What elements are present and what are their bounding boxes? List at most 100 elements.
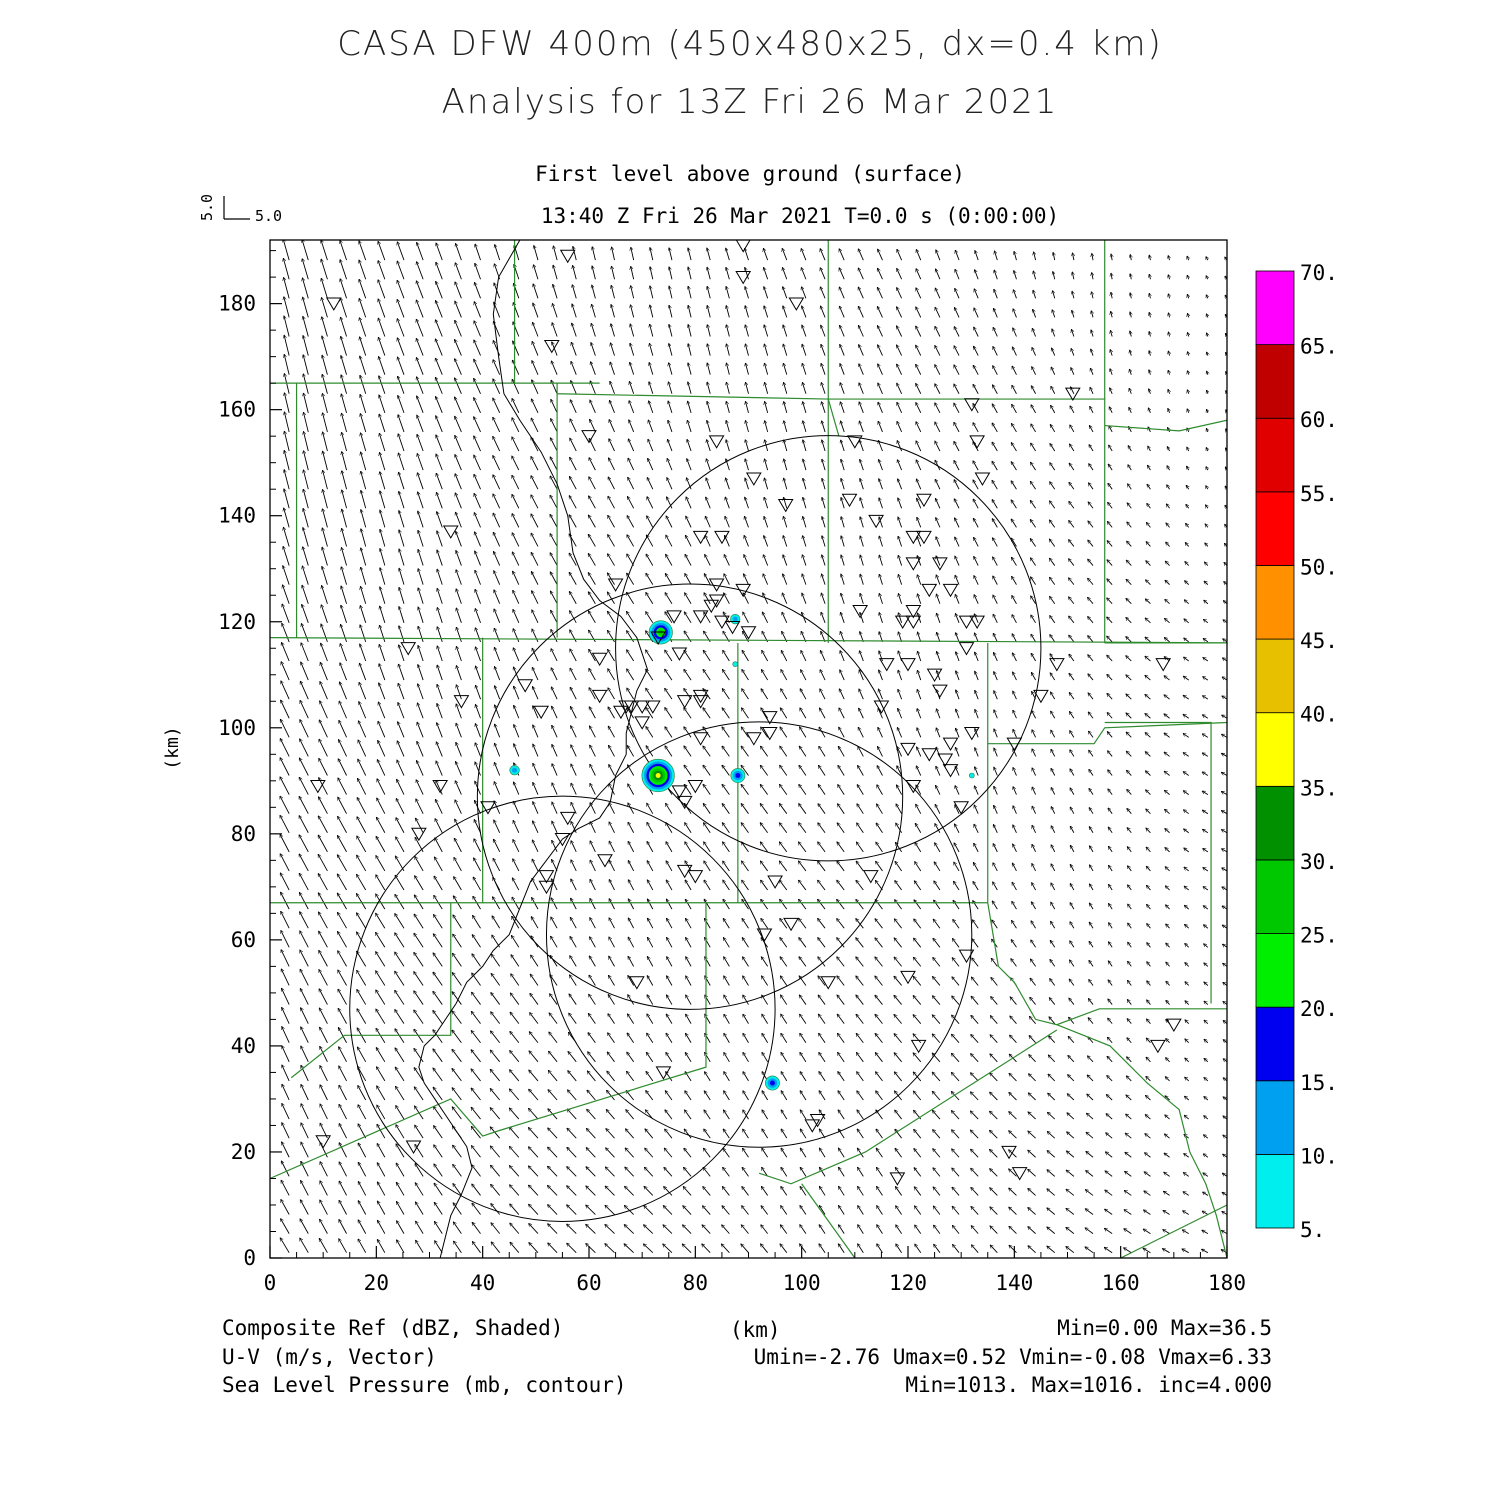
wind-vector (436, 262, 443, 280)
wind-vector (456, 685, 462, 700)
wind-vector (1107, 579, 1113, 585)
wind-vector (299, 796, 309, 814)
wind-vector (762, 1129, 769, 1139)
wind-vector (454, 359, 462, 375)
wind-vector (1204, 1077, 1209, 1082)
wind-vector (741, 784, 749, 795)
wind-vector (686, 478, 692, 490)
wind-vector (532, 322, 539, 337)
wind-vector (913, 1053, 922, 1063)
wind-vector (685, 823, 692, 834)
wind-vector (1165, 809, 1170, 815)
wind-vector (990, 1169, 998, 1177)
wind-vector (896, 785, 903, 795)
wind-vector (760, 804, 769, 814)
wind-vector (529, 1089, 539, 1101)
wind-vector (318, 874, 328, 891)
wind-vector (801, 268, 807, 280)
wind-vector (1221, 734, 1227, 738)
wind-vector (628, 918, 635, 929)
wind-vector (380, 472, 386, 490)
colorbar-swatch (1255, 417, 1295, 493)
wind-vector (512, 398, 520, 414)
wind-vector (338, 778, 347, 795)
wind-vector (784, 402, 788, 413)
wind-vector (877, 1225, 883, 1234)
wind-vector (783, 497, 788, 509)
wind-vector (916, 403, 922, 414)
wind-vector (322, 413, 328, 433)
wind-vector (878, 345, 883, 356)
wind-vector (933, 1149, 941, 1158)
wind-vector (1206, 486, 1208, 490)
wind-vector (705, 535, 711, 547)
colorbar-swatch (1255, 270, 1295, 346)
wind-vector (722, 1187, 730, 1196)
wind-vector (1066, 1151, 1075, 1158)
wind-vector (1070, 941, 1075, 948)
wind-vector (434, 1221, 443, 1234)
wind-vector (1222, 849, 1227, 853)
station-marker (692, 530, 709, 545)
wind-vector (726, 306, 730, 318)
wind-vector (1127, 541, 1132, 547)
wind-vector (588, 553, 596, 566)
wind-vector (723, 1110, 730, 1120)
wind-vector (1127, 999, 1132, 1005)
wind-vector (971, 1015, 979, 1024)
wind-vector (975, 251, 979, 261)
wind-vector (1185, 1058, 1190, 1063)
wind-vector (282, 1046, 290, 1063)
wind-vector (859, 421, 864, 433)
wind-vector (1106, 1114, 1113, 1120)
wind-vector (897, 441, 903, 452)
wind-vector (741, 765, 749, 776)
wind-vector (1206, 447, 1208, 452)
wind-vector (1049, 539, 1056, 547)
colorbar-label: 10. (1300, 1144, 1338, 1168)
wind-vector (970, 1130, 979, 1139)
wind-vector (745, 478, 749, 490)
wind-vector (780, 1225, 788, 1234)
wind-vector (1185, 943, 1190, 948)
wind-vector (270, 984, 271, 986)
wind-vector (782, 248, 788, 261)
wind-vector (587, 1071, 596, 1082)
wind-vector (686, 976, 692, 986)
station-marker (724, 620, 741, 635)
wind-vector (1034, 252, 1036, 261)
wind-vector (994, 805, 998, 814)
wind-vector (1146, 522, 1151, 528)
wind-vector (1088, 1018, 1094, 1024)
wind-vector (742, 899, 749, 910)
wind-vector (860, 459, 864, 471)
colorbar-label: 45. (1300, 629, 1338, 653)
wind-vector (270, 678, 271, 681)
wind-vector (859, 689, 864, 700)
wind-vector (781, 1110, 788, 1120)
station-marker (692, 689, 709, 704)
station-marker (315, 1135, 332, 1149)
wind-vector (802, 555, 807, 566)
wind-vector (990, 1149, 998, 1158)
wind-vector (666, 497, 673, 509)
wind-vector (722, 823, 730, 834)
wind-vector (914, 1206, 922, 1215)
wind-vector (1013, 328, 1017, 337)
wind-vector (1128, 923, 1132, 929)
wind-vector (282, 1103, 290, 1120)
wind-vector (436, 761, 443, 776)
wind-vector (897, 307, 903, 318)
wind-vector (607, 1071, 615, 1082)
wind-vector (762, 1033, 769, 1043)
y-tick-label: 20 (231, 1140, 256, 1164)
y-tick-label: 180 (218, 292, 256, 316)
wind-vector (1185, 543, 1190, 547)
wind-vector (1011, 538, 1017, 547)
wind-vector (437, 588, 443, 604)
wind-vector (571, 381, 577, 394)
wind-vector (934, 881, 941, 891)
wind-vector (993, 614, 998, 624)
wind-vector (1050, 979, 1056, 986)
wind-vector (841, 574, 845, 585)
